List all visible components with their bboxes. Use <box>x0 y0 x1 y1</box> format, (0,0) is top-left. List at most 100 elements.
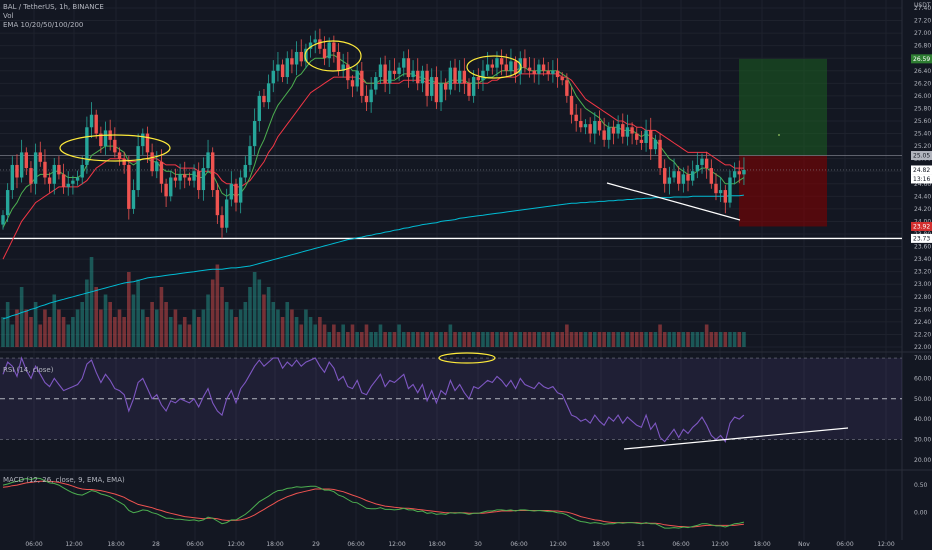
symbol-legend[interactable]: BAL / TetherUS, 1h, BINANCE <box>3 3 104 11</box>
volume-bar <box>634 332 639 347</box>
candle-body <box>630 127 634 134</box>
macd-tick-label: 0.00 <box>914 510 928 517</box>
candle-body <box>742 169 746 175</box>
candle-body <box>653 139 658 150</box>
user-drawings[interactable] <box>59 40 849 450</box>
support-badge <box>911 233 932 243</box>
volume-bars <box>1 257 746 347</box>
volume-bar <box>271 302 276 347</box>
volume-bar <box>667 332 672 347</box>
volume-bar <box>513 332 518 347</box>
candle-body <box>1 215 5 225</box>
candle-body <box>238 177 243 203</box>
candle-body <box>211 152 215 191</box>
volume-bar <box>644 332 648 347</box>
support-badge-text: 23.73 <box>913 236 930 243</box>
price-tick-label: 22.80 <box>914 294 931 301</box>
candle-body <box>728 177 732 203</box>
volume-bar <box>47 317 52 347</box>
candle-body <box>141 133 145 147</box>
candle-body <box>420 70 425 84</box>
volume-bar <box>52 294 57 347</box>
candle-body <box>546 70 550 74</box>
candle-body <box>681 174 686 184</box>
candle-body <box>593 121 597 134</box>
countdown-badge-text: 13:16 <box>913 176 930 183</box>
price-tick-label: 27.40 <box>914 5 931 12</box>
volume-bar <box>187 324 192 347</box>
volume-bar <box>709 332 714 347</box>
volume-bar <box>122 317 126 347</box>
volume-bar <box>732 332 737 347</box>
candle-body <box>616 124 620 134</box>
rsi-tick-label: 40.00 <box>914 416 931 423</box>
candle-body <box>346 64 350 81</box>
volume-bar <box>85 279 89 347</box>
volume-bar <box>616 332 620 347</box>
candle-body <box>308 42 313 49</box>
volume-bar <box>336 332 341 347</box>
time-tick-label: Nov <box>798 541 810 548</box>
volume-bar <box>75 309 80 347</box>
candle-body <box>499 58 504 65</box>
candle-body <box>462 70 467 84</box>
price-tick-label: 26.00 <box>914 93 931 100</box>
candle-body <box>448 67 453 90</box>
annotation-ellipse <box>59 134 171 162</box>
volume-bar <box>350 324 355 347</box>
volume-bar <box>499 332 504 347</box>
volume-bar <box>658 324 662 347</box>
ema-legend[interactable]: EMA 10/20/50/100/200 <box>3 21 84 29</box>
volume-bar <box>448 324 453 347</box>
candle-body <box>103 130 108 147</box>
candle-body <box>224 199 229 228</box>
volume-legend[interactable]: Vol <box>3 12 14 20</box>
volume-bar <box>518 332 523 347</box>
time-tick-label: 29 <box>312 541 320 548</box>
time-tick-label: 30 <box>474 541 482 548</box>
candle-body <box>378 64 383 78</box>
volume-bar <box>224 302 229 347</box>
volume-bar <box>127 272 131 347</box>
volume-bar <box>593 332 597 347</box>
candle-body <box>29 168 33 184</box>
volume-bar <box>425 332 429 347</box>
candle-body <box>695 164 700 172</box>
candle-body <box>94 114 98 134</box>
candle-body <box>266 83 271 103</box>
price-tick-label: 22.20 <box>914 331 931 338</box>
candle-body <box>444 83 448 90</box>
volume-bar <box>369 332 373 347</box>
volume-bar <box>182 317 187 347</box>
volume-bar <box>33 302 38 347</box>
risk-reward-zones[interactable] <box>0 58 902 240</box>
volume-bar <box>38 324 43 347</box>
price-tick-label: 25.80 <box>914 105 931 112</box>
candle-body <box>187 177 192 181</box>
candle-body <box>392 70 397 74</box>
candle-body <box>164 183 168 197</box>
candle-body <box>457 70 462 84</box>
candle-body <box>430 77 434 96</box>
candle-body <box>555 70 560 78</box>
candle-body <box>583 124 588 128</box>
rsi-panel: 70.00 60.00 50.00 40.00 30.00 20.00 <box>0 355 931 464</box>
volume-bar <box>387 332 392 347</box>
candle-body <box>131 190 136 209</box>
volume-bar <box>71 317 75 347</box>
candle-body <box>718 190 723 194</box>
volume-bar <box>299 324 304 347</box>
rsi-legend[interactable]: RSI (14, close) <box>3 366 54 374</box>
candle-body <box>649 130 653 150</box>
macd-legend[interactable]: MACD (12, 26, close, 9, EMA, EMA) <box>3 476 125 484</box>
volume-bar <box>681 332 686 347</box>
volume-bar <box>257 279 262 347</box>
volume-bar <box>108 302 112 347</box>
candle-body <box>280 64 285 78</box>
time-tick-label: 18:00 <box>753 541 770 548</box>
price-tick-label: 22.60 <box>914 306 931 313</box>
candle-body <box>453 67 457 84</box>
candle-body <box>411 70 415 78</box>
